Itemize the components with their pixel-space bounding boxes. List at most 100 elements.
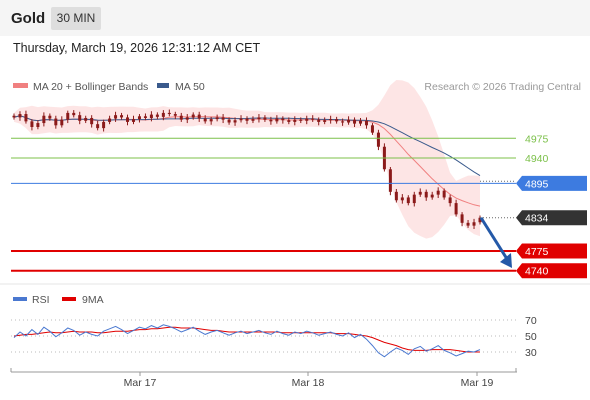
candle-body (84, 117, 88, 121)
candle-body (120, 115, 124, 118)
candle-body (418, 191, 422, 195)
candle-body (263, 117, 267, 120)
candle-body (341, 121, 345, 123)
rsi-legend-label: RSI (32, 294, 50, 306)
candle-body (78, 115, 82, 121)
candle-body (275, 118, 279, 122)
rsi-ma-legend-label: 9MA (82, 294, 104, 306)
candle-body (335, 119, 339, 122)
rsi-tick-label-50: 50 (525, 331, 537, 343)
candle-body (167, 112, 171, 115)
timeframe-badge[interactable]: 30 MIN (51, 7, 101, 30)
x-tick-label-1: Mar 18 (292, 377, 325, 389)
candle-body (436, 190, 440, 195)
x-axis-labels: Mar 17 Mar 18 Mar 19 (124, 372, 494, 389)
instrument-title: Gold (11, 10, 46, 27)
candle-body (173, 114, 177, 116)
candle-body (18, 114, 22, 118)
candle-body (257, 117, 261, 120)
candle-body (66, 112, 70, 120)
candle-body (281, 118, 285, 121)
rsi-layer: 70 50 30 (11, 315, 537, 359)
candle-body (215, 117, 219, 120)
candle-body (203, 118, 207, 122)
candle-body (412, 194, 416, 204)
candle-body (179, 115, 183, 120)
rsi-legend-swatch (13, 297, 27, 301)
candle-body (388, 169, 392, 192)
ma20-legend-swatch (13, 83, 28, 88)
candle-body (143, 116, 147, 118)
candle-body (12, 115, 16, 118)
candle-body (448, 197, 452, 204)
candle-body (323, 120, 327, 122)
candle-body (269, 119, 273, 122)
candle-body (233, 120, 237, 123)
candle-body (299, 119, 303, 121)
candle-body (478, 217, 482, 223)
rsi-ma-legend-swatch (62, 297, 76, 301)
candle-body (239, 118, 243, 121)
candle-body (54, 118, 58, 126)
candle-body (305, 118, 309, 121)
candle-body (209, 119, 213, 122)
rsi-ma-line (13, 326, 480, 353)
candle-body (155, 114, 159, 117)
level-tag-4775 (516, 243, 587, 259)
candle-body (359, 120, 363, 124)
level-tag-4740 (516, 263, 587, 279)
candle-body (114, 115, 118, 119)
candle-body (466, 222, 470, 226)
candle-body (311, 118, 315, 120)
candle-body (42, 115, 46, 124)
candle-body (131, 119, 135, 122)
timestamp: Thursday, March 19, 2026 12:31:12 AM CET (13, 41, 261, 55)
candle-body (430, 194, 434, 198)
rsi-tick-label-30: 30 (525, 347, 537, 359)
candle-body (126, 117, 130, 122)
candle-body (96, 124, 100, 129)
rsi-tick-label-70: 70 (525, 315, 537, 327)
candle-body (317, 119, 321, 122)
forecast-arrowhead (500, 252, 512, 268)
candle-body (376, 132, 380, 147)
candle-body (454, 203, 458, 215)
candle-body (287, 120, 291, 122)
candle-body (191, 114, 195, 118)
levels-layer: 4975 4940 4895 4834 4775 4740 (11, 133, 587, 279)
candle-body (137, 116, 141, 120)
level-label-4975: 4975 (525, 133, 549, 145)
candle-body (161, 112, 165, 117)
candle-body (197, 114, 201, 119)
candle-body (60, 119, 64, 126)
ma50-legend-label: MA 50 (175, 81, 205, 93)
top-bar: Gold 30 MIN (0, 0, 590, 36)
candle-body (370, 125, 374, 133)
ma20-legend-label: MA 20 + Bollinger Bands (33, 81, 148, 93)
candle-body (149, 114, 153, 118)
credit-text: Research © 2026 Trading Central (424, 81, 581, 93)
level-label-4740: 4740 (525, 266, 549, 278)
x-tick-label-0: Mar 17 (124, 377, 157, 389)
candle-body (90, 117, 94, 125)
price-layer (12, 80, 482, 239)
candle-body (347, 119, 351, 123)
candle-body (472, 222, 476, 226)
bollinger-band (14, 80, 480, 239)
x-tick-label-2: Mar 19 (461, 377, 494, 389)
level-label-4834: 4834 (525, 213, 549, 225)
ma50-legend-swatch (157, 83, 169, 88)
level-label-4895: 4895 (525, 178, 549, 190)
candle-body (227, 119, 231, 123)
level-tag-4834 (516, 210, 587, 226)
candle-body (48, 115, 52, 119)
candle-body (72, 112, 76, 116)
candle-body (185, 117, 189, 120)
candle-body (394, 191, 398, 201)
level-tag-4895 (516, 175, 587, 191)
candle-body (424, 191, 428, 198)
candle-body (353, 119, 357, 124)
candle-body (108, 118, 112, 122)
